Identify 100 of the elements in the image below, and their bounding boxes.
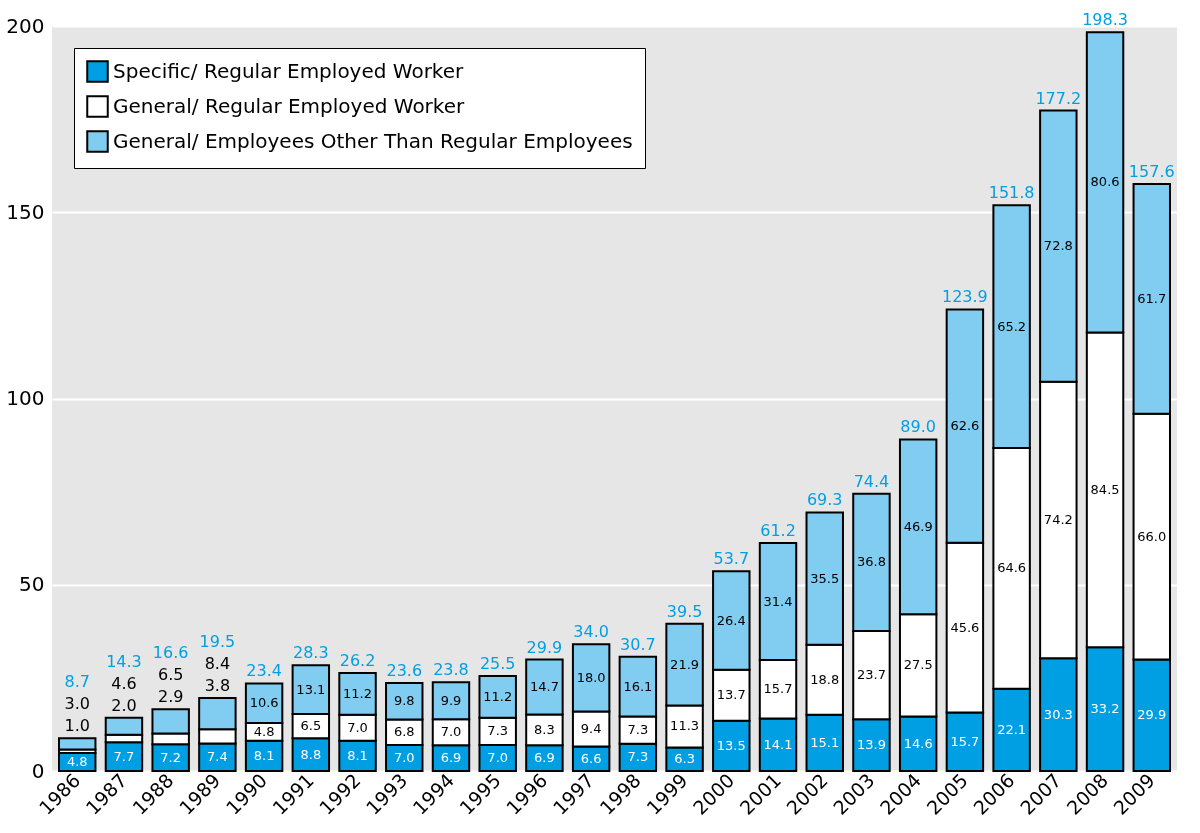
data-label: 36.8 (856, 554, 886, 570)
data-label: 13.1 (296, 681, 326, 697)
data-label: 13.5 (716, 737, 746, 753)
data-label: 30.3 (1043, 706, 1073, 722)
data-label: 9.8 (393, 693, 415, 709)
data-label: 33.2 (1090, 701, 1120, 717)
total-label: 14.3 (106, 651, 142, 671)
data-label: 9.9 (440, 692, 462, 708)
y-tick-label: 150 (6, 199, 45, 224)
data-label: 74.2 (1043, 511, 1073, 527)
data-label: 7.3 (487, 723, 509, 739)
data-label: 15.7 (950, 733, 980, 749)
data-label: 6.6 (580, 750, 602, 766)
data-label: 14.1 (763, 736, 793, 752)
data-label: 7.3 (627, 749, 649, 765)
data-label: 64.6 (997, 560, 1027, 576)
data-label: 9.4 (580, 720, 602, 736)
data-label: 4.6 (111, 673, 137, 693)
total-label: 53.7 (713, 549, 750, 569)
bar (58, 737, 97, 751)
data-label: 6.5 (300, 718, 322, 734)
data-label: 2.9 (157, 687, 184, 707)
data-label: 7.0 (347, 719, 368, 735)
data-label: 3.8 (204, 675, 231, 695)
data-label: 8.3 (534, 721, 555, 737)
data-label: 8.1 (253, 747, 275, 763)
total-label: 123.9 (941, 287, 988, 307)
data-label: 23.7 (856, 667, 886, 683)
data-label: 61.7 (1137, 290, 1167, 306)
data-label: 46.9 (903, 518, 933, 534)
legend-label: General/ Regular Employed Worker (113, 93, 466, 118)
total-label: 8.7 (64, 672, 90, 692)
data-label: 6.8 (393, 724, 415, 740)
total-label: 89.0 (900, 417, 936, 437)
data-label: 1.0 (64, 716, 90, 736)
total-label: 23.4 (246, 661, 282, 681)
data-label: 15.7 (763, 681, 793, 697)
data-label: 18.0 (576, 669, 606, 685)
total-label: 69.3 (806, 490, 843, 510)
data-label: 7.3 (627, 722, 649, 738)
data-label: 6.9 (534, 750, 555, 766)
data-label: 2.0 (111, 695, 137, 715)
total-label: 29.9 (526, 637, 563, 657)
data-label: 11.2 (483, 688, 513, 704)
data-label: 10.6 (249, 695, 279, 711)
data-label: 13.9 (856, 737, 886, 753)
data-label: 7.0 (487, 749, 509, 765)
total-label: 74.4 (853, 471, 890, 491)
data-label: 7.0 (393, 749, 415, 765)
data-label: 66.0 (1137, 528, 1167, 544)
data-label: 7.4 (207, 749, 228, 765)
data-label: 14.6 (903, 735, 933, 751)
data-label: 22.1 (997, 721, 1027, 737)
data-label: 14.7 (529, 679, 559, 694)
data-label: 72.8 (1043, 238, 1073, 254)
total-label: 16.6 (152, 643, 189, 663)
data-label: 11.3 (670, 718, 700, 734)
data-label: 18.8 (810, 671, 840, 687)
total-label: 28.3 (293, 643, 329, 663)
data-label: 26.4 (716, 612, 746, 628)
total-label: 19.5 (199, 631, 236, 651)
y-tick-label: 200 (6, 13, 45, 38)
data-label: 7.2 (160, 749, 182, 765)
data-label: 6.3 (674, 751, 695, 767)
data-label: 45.6 (950, 619, 980, 635)
data-label: 7.7 (113, 748, 135, 764)
data-label: 8.4 (204, 653, 231, 673)
data-label: 4.8 (66, 754, 88, 770)
total-label: 157.6 (1128, 161, 1175, 181)
data-label: 65.2 (997, 318, 1027, 334)
data-label: 11.2 (343, 685, 373, 701)
total-label: 151.8 (988, 183, 1035, 203)
data-label: 62.6 (950, 418, 980, 434)
data-label: 84.5 (1090, 481, 1120, 497)
total-label: 26.2 (339, 651, 376, 671)
total-label: 198.3 (1082, 10, 1128, 30)
data-label: 27.5 (903, 657, 933, 673)
legend-label: Specific/ Regular Employed Worker (113, 58, 465, 83)
data-label: 8.1 (347, 747, 368, 763)
total-label: 30.7 (620, 634, 656, 654)
data-label: 3.0 (64, 694, 90, 714)
data-label: 15.1 (810, 734, 840, 750)
data-label: 35.5 (810, 570, 840, 586)
data-label: 21.9 (670, 656, 700, 672)
data-label: 80.6 (1090, 174, 1120, 190)
data-label: 7.0 (440, 724, 462, 740)
data-label: 6.9 (440, 750, 462, 766)
data-label: 13.7 (716, 687, 746, 703)
total-label: 25.5 (479, 654, 516, 674)
y-tick-label: 50 (19, 572, 45, 597)
total-label: 23.8 (433, 660, 469, 680)
data-label: 16.1 (623, 678, 653, 694)
data-label: 8.8 (300, 746, 322, 762)
data-label: 29.9 (1137, 707, 1167, 723)
y-tick-label: 100 (6, 386, 45, 410)
total-label: 61.2 (760, 521, 796, 541)
data-label: 6.5 (157, 665, 184, 685)
total-label: 23.6 (386, 661, 423, 681)
data-label: 4.8 (253, 723, 275, 739)
legend-label: General/ Employees Other Than Regular Employees (113, 128, 633, 153)
